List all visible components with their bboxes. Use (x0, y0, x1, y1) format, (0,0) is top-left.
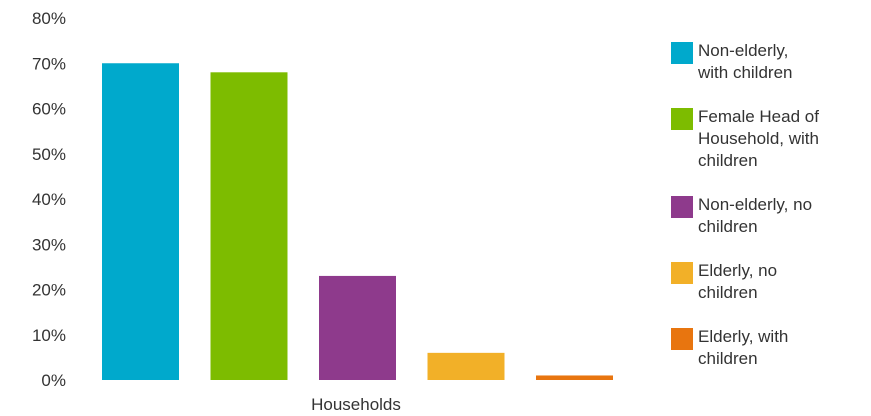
legend-item: Female Head of Household, with children (671, 107, 819, 170)
y-tick-label: 0% (41, 371, 66, 390)
legend-swatch (671, 196, 693, 218)
legend-label: Non-elderly, no children (698, 195, 812, 236)
bar (211, 72, 288, 380)
legend-item: Elderly, no children (671, 261, 777, 302)
bar (319, 276, 396, 380)
y-tick-label: 70% (32, 54, 66, 73)
legend-label: Female Head of Household, with children (698, 107, 819, 170)
y-tick-label: 80% (32, 9, 66, 28)
bars (102, 63, 613, 380)
y-tick-label: 20% (32, 281, 66, 300)
y-tick-label: 60% (32, 100, 66, 119)
legend-label: Elderly, with children (698, 327, 788, 368)
bar (102, 63, 179, 380)
y-tick-label: 50% (32, 145, 66, 164)
legend-label: Non-elderly, with children (697, 41, 793, 82)
y-tick-label: 40% (32, 190, 66, 209)
legend-swatch (671, 42, 693, 64)
y-tick-label: 30% (32, 235, 66, 254)
legend-item: Non-elderly, no children (671, 195, 812, 236)
y-tick-label: 10% (32, 326, 66, 345)
bar (428, 353, 505, 380)
legend: Non-elderly, with children Female Head of H… (671, 41, 819, 368)
x-axis-label: Households (311, 395, 401, 414)
legend-swatch (671, 108, 693, 130)
legend-swatch (671, 328, 693, 350)
legend-item: Elderly, with children (671, 327, 788, 368)
bar (536, 375, 613, 380)
y-axis: 0% 10% 20% 30% 40% 50% 60% 70% 80% (32, 9, 66, 390)
legend-swatch (671, 262, 693, 284)
legend-item: Non-elderly, with children (671, 41, 793, 82)
legend-label: Elderly, no children (698, 261, 777, 302)
